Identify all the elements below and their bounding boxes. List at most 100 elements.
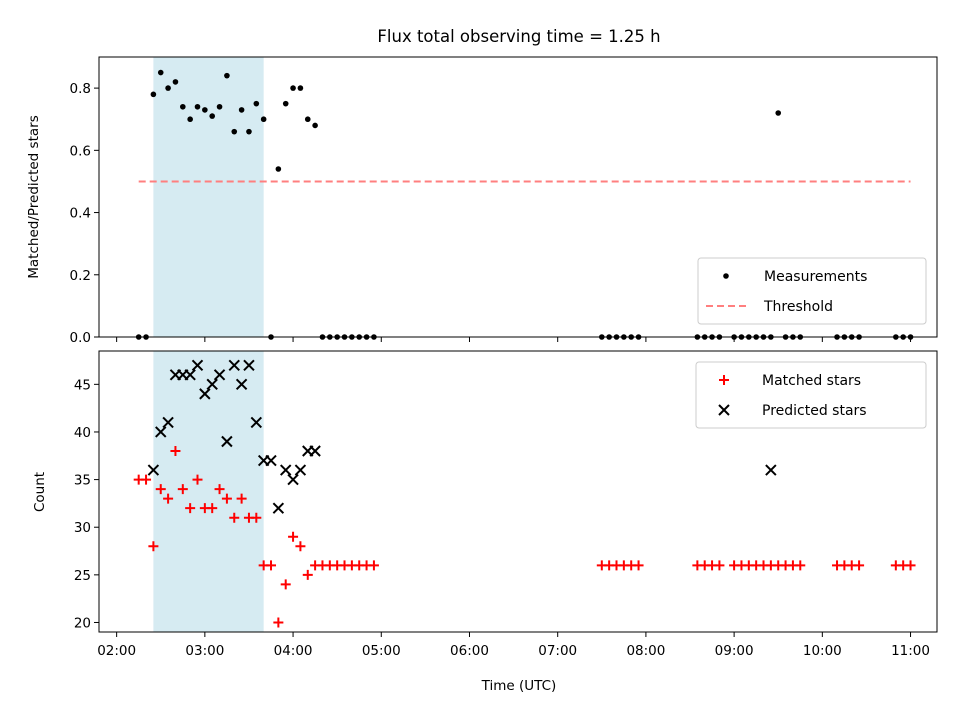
matched-star-point — [148, 541, 159, 552]
measurement-point — [290, 85, 296, 91]
matched-star-point — [141, 474, 152, 485]
top-y-tick-label: 0.6 — [70, 143, 91, 159]
bottom-y-tick-label: 40 — [74, 425, 91, 441]
legend-label: Matched stars — [762, 373, 861, 389]
measurement-point — [172, 79, 179, 85]
x-tick-label: 04:00 — [274, 643, 313, 659]
predicted-star-point — [147, 464, 160, 476]
predicted-star-point — [250, 416, 263, 429]
measurement-point — [312, 122, 318, 129]
measurement-point — [209, 113, 216, 119]
measurement-point — [187, 116, 193, 123]
bottom-y-tick-label: 30 — [74, 520, 91, 536]
predicted-star-point — [272, 502, 285, 514]
measurement-point — [157, 69, 164, 76]
predicted-star-point — [765, 464, 777, 476]
predicted-star-point — [191, 359, 204, 371]
matched-star-point — [185, 503, 196, 514]
matched-star-point — [854, 560, 865, 571]
matched-star-point — [368, 560, 379, 571]
measurement-point — [194, 103, 201, 110]
predicted-star-point — [206, 378, 218, 391]
x-tick-label: 07:00 — [538, 643, 577, 659]
predicted-star-point — [184, 369, 196, 381]
matched-star-point — [251, 512, 262, 523]
measurement-point — [165, 85, 171, 91]
x-tick-label: 08:00 — [626, 643, 665, 659]
matched-star-point — [714, 560, 725, 571]
x-tick-label: 11:00 — [891, 643, 930, 659]
measurement-point — [216, 103, 223, 110]
top-y-tick-label: 0.8 — [70, 81, 91, 97]
measurement-point — [224, 72, 230, 79]
predicted-star-point — [243, 359, 255, 371]
measurement-point — [297, 85, 304, 91]
top-legend-box — [697, 257, 927, 325]
matched-star-point — [288, 531, 299, 542]
measurement-point — [282, 100, 289, 107]
bottom-plot-frame — [98, 350, 938, 633]
measurement-point — [260, 116, 267, 123]
top-y-axis-label: Matched/Predicted stars — [26, 115, 42, 278]
bottom-y-axis-label: Count — [32, 472, 48, 512]
predicted-star-point — [265, 454, 277, 467]
matched-star-point — [214, 484, 225, 495]
matched-star-point — [273, 617, 284, 628]
matched-star-point — [295, 541, 306, 552]
bottom-y-tick-label: 45 — [74, 377, 91, 393]
matched-star-point — [905, 560, 916, 571]
legend-predicted-swatch — [718, 404, 730, 416]
measurement-point — [275, 166, 282, 172]
predicted-star-point — [294, 464, 307, 476]
predicted-star-point — [213, 369, 226, 381]
bottom-legend-box — [695, 361, 927, 429]
measurement-point — [775, 110, 782, 116]
top-y-tick-label: 0.4 — [70, 206, 91, 222]
measurement-point — [150, 91, 157, 98]
top-plot-frame — [98, 56, 938, 338]
x-tick-label: 05:00 — [362, 643, 401, 659]
top-observing-span — [153, 57, 264, 337]
legend-measurement-swatch — [723, 273, 729, 279]
measurement-point — [253, 100, 260, 107]
predicted-star-point — [287, 473, 299, 486]
bottom-panel-count: Count Time (UTC) 20 25 30 35 40 45 02:00 03:00 0… — [32, 350, 938, 694]
measurement-point — [180, 103, 186, 110]
top-panel-ratio: Matched/Predicted stars 0.0 0.2 0.4 0.6 0.8 M… — [26, 56, 938, 346]
legend-label: Measurements — [764, 269, 867, 285]
bottom-observing-span — [153, 351, 264, 632]
top-y-tick-label: 0.0 — [70, 330, 91, 346]
predicted-star-point — [235, 378, 248, 391]
top-y-tick-label: 0.2 — [70, 268, 91, 284]
bottom-y-tick-label: 35 — [74, 473, 91, 489]
legend-matched-swatch — [719, 375, 729, 385]
bottom-y-tick-label: 25 — [74, 568, 91, 584]
measurement-point — [246, 128, 252, 135]
legend-label: Threshold — [763, 299, 833, 315]
x-tick-label: 06:00 — [450, 643, 489, 659]
matched-star-point — [207, 503, 218, 514]
matched-star-point — [302, 569, 313, 580]
predicted-star-point — [228, 359, 240, 371]
matched-star-point — [795, 560, 806, 571]
predicted-star-point — [280, 464, 292, 476]
measurement-point — [202, 107, 208, 113]
matched-star-point — [163, 493, 174, 504]
x-axis-label: Time (UTC) — [481, 678, 557, 694]
matched-star-point — [221, 493, 232, 504]
matched-star-point — [155, 484, 166, 495]
predicted-star-point — [309, 445, 321, 457]
matched-star-point — [280, 579, 291, 590]
chart-title: Flux total observing time = 1.25 h — [377, 27, 660, 46]
predicted-star-point — [162, 416, 174, 429]
matched-star-point — [229, 512, 240, 523]
x-tick-label: 09:00 — [715, 643, 754, 659]
matched-star-point — [177, 484, 188, 495]
matched-star-point — [633, 560, 644, 571]
predicted-star-point — [155, 426, 167, 438]
matched-star-point — [170, 446, 181, 457]
x-tick-label: 10:00 — [803, 643, 842, 659]
x-tick-label: 02:00 — [97, 643, 136, 659]
matched-star-point — [192, 474, 203, 485]
